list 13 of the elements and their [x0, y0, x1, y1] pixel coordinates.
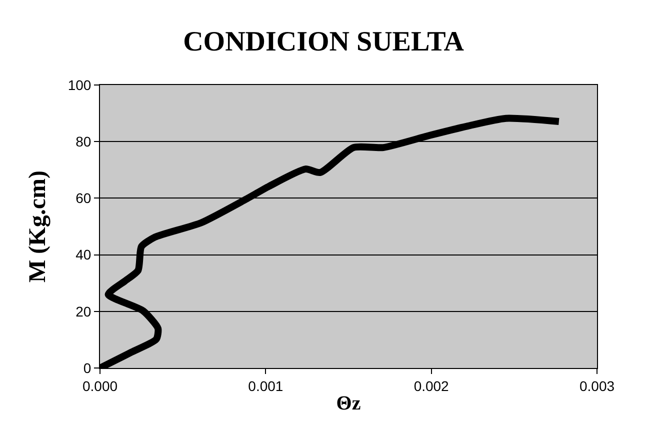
x-tick-label: 0.000 — [82, 378, 118, 394]
y-tick-label: 60 — [76, 190, 92, 206]
chart-title: CONDICION SUELTA — [183, 26, 465, 58]
y-axis-title: M (Kg.cm) — [24, 170, 51, 282]
x-tick-label: 0.002 — [414, 378, 450, 394]
y-tick-label: 100 — [68, 76, 92, 93]
y-tick-label: 80 — [76, 134, 92, 150]
x-axis-title: Θz — [336, 392, 361, 414]
y-tick-label: 40 — [76, 246, 92, 263]
y-tick-label: 20 — [76, 303, 92, 320]
x-tick-label: 0.003 — [579, 378, 615, 394]
y-tick-label: 0 — [83, 360, 92, 376]
x-tick-label: 0.001 — [248, 378, 284, 394]
